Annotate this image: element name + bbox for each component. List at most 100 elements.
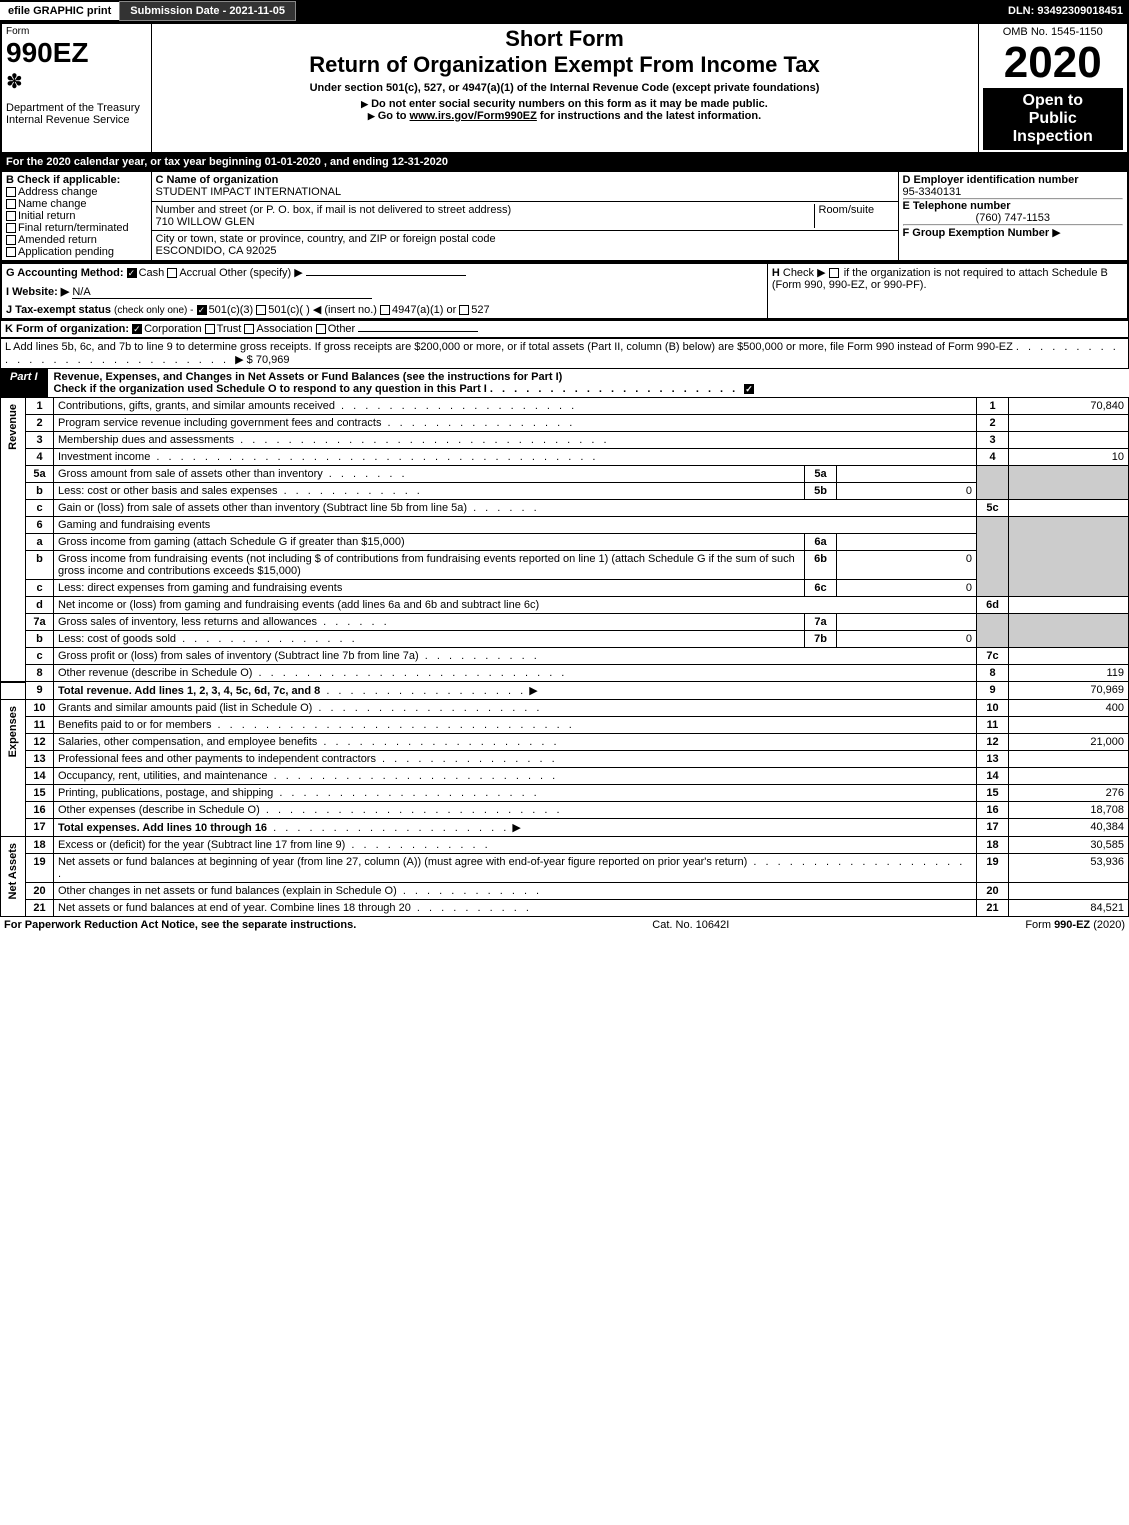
corp-label: Corporation — [144, 323, 201, 335]
line-14-text: Occupancy, rent, utilities, and maintena… — [54, 768, 977, 785]
checkbox-accrual[interactable] — [167, 268, 177, 278]
line-3-text: Membership dues and assessments . . . . … — [54, 432, 977, 449]
line-6b-subval: 0 — [837, 551, 977, 580]
line-21-text: Net assets or fund balances at end of ye… — [54, 900, 977, 917]
irs-link[interactable]: www.irs.gov/Form990EZ — [410, 110, 537, 122]
line-5a-text: Gross amount from sale of assets other t… — [54, 466, 805, 483]
open-line2: Public — [987, 110, 1120, 128]
opt-final-return: Final return/terminated — [18, 222, 129, 234]
line-9-num: 9 — [977, 682, 1009, 700]
line-5c-text: Gain or (loss) from sale of assets other… — [54, 500, 977, 517]
line-i-label: I Website: ▶ — [6, 286, 69, 298]
checkbox-address-change[interactable]: Address change — [6, 186, 147, 198]
checkbox-527[interactable] — [459, 305, 469, 315]
line-20-text: Other changes in net assets or fund bala… — [54, 883, 977, 900]
line-6-text: Gaming and fundraising events — [54, 517, 977, 534]
line-6a-subval — [837, 534, 977, 551]
line-3-no: 3 — [26, 432, 54, 449]
line-8-num: 8 — [977, 665, 1009, 682]
checkbox-amended-return[interactable]: Amended return — [6, 234, 147, 246]
form-header: Form 990EZ ✽ Department of the Treasury … — [0, 22, 1129, 154]
line-16-amount: 18,708 — [1009, 802, 1129, 819]
line-2-amount — [1009, 415, 1129, 432]
line-7b-no: b — [26, 631, 54, 648]
website-value: N/A — [72, 286, 372, 299]
footer-left: For Paperwork Reduction Act Notice, see … — [4, 919, 356, 931]
cash-label: Cash — [139, 267, 165, 279]
checkbox-initial-return[interactable]: Initial return — [6, 210, 147, 222]
line-21-num: 21 — [977, 900, 1009, 917]
main-title: Return of Organization Exempt From Incom… — [156, 52, 974, 78]
shade-5ab-amt — [1009, 466, 1129, 500]
line-2-no: 2 — [26, 415, 54, 432]
line-19-text: Net assets or fund balances at beginning… — [54, 854, 977, 883]
line-2-text: Program service revenue including govern… — [54, 415, 977, 432]
checkbox-name-change[interactable]: Name change — [6, 198, 147, 210]
line-6d-text: Net income or (loss) from gaming and fun… — [54, 597, 977, 614]
form-number: 990EZ — [6, 37, 147, 69]
checkbox-other-org[interactable] — [316, 324, 326, 334]
line-8-no: 8 — [26, 665, 54, 682]
line-6c-no: c — [26, 580, 54, 597]
line-7a-subval — [837, 614, 977, 631]
part-1-table: Revenue 1 Contributions, gifts, grants, … — [0, 397, 1129, 917]
checkbox-corporation[interactable] — [132, 324, 142, 334]
part-1-title: Revenue, Expenses, and Changes in Net As… — [54, 371, 563, 383]
checkbox-4947[interactable] — [380, 305, 390, 315]
dept-label: Department of the Treasury — [6, 102, 147, 114]
line-11-amount — [1009, 717, 1129, 734]
line-5a-subnum: 5a — [805, 466, 837, 483]
assoc-label: Association — [256, 323, 312, 335]
line-13-no: 13 — [26, 751, 54, 768]
line-6d-num: 6d — [977, 597, 1009, 614]
line-g-label: G Accounting Method: — [6, 267, 124, 279]
street-label: Number and street (or P. O. box, if mail… — [156, 204, 814, 216]
shade-7ab — [977, 614, 1009, 648]
box-d-label: D Employer identification number — [903, 174, 1124, 186]
line-3-num: 3 — [977, 432, 1009, 449]
line-6c-subval: 0 — [837, 580, 977, 597]
line-4-no: 4 — [26, 449, 54, 466]
line-7b-subnum: 7b — [805, 631, 837, 648]
line-9-no: 9 — [26, 682, 54, 700]
line-21-amount: 84,521 — [1009, 900, 1129, 917]
line-7c-no: c — [26, 648, 54, 665]
checkbox-association[interactable] — [244, 324, 254, 334]
treasury-seal-icon: ✽ — [6, 69, 147, 94]
line-19-amount: 53,936 — [1009, 854, 1129, 883]
line-10-no: 10 — [26, 700, 54, 717]
line-5c-amount — [1009, 500, 1129, 517]
checkbox-application-pending[interactable]: Application pending — [6, 246, 147, 258]
checkbox-schedule-o-part1[interactable] — [744, 384, 754, 394]
line-6b-subnum: 6b — [805, 551, 837, 580]
line-l-text: L Add lines 5b, 6c, and 7b to line 9 to … — [5, 341, 1013, 353]
line-7c-amount — [1009, 648, 1129, 665]
checkbox-501c-other[interactable] — [256, 305, 266, 315]
line-8-amount: 119 — [1009, 665, 1129, 682]
efile-print-button[interactable]: efile GRAPHIC print — [0, 2, 119, 20]
part-1-check-text: Check if the organization used Schedule … — [54, 383, 487, 395]
line-j-note: (check only one) - — [114, 305, 193, 316]
checkbox-schedule-b[interactable] — [829, 268, 839, 278]
org-info-block: B Check if applicable: Address change Na… — [0, 170, 1129, 262]
line-8-text: Other revenue (describe in Schedule O) .… — [54, 665, 977, 682]
line-3-amount — [1009, 432, 1129, 449]
checkbox-cash[interactable] — [127, 268, 137, 278]
trust-label: Trust — [217, 323, 242, 335]
line-18-text: Excess or (deficit) for the year (Subtra… — [54, 837, 977, 854]
other-specify-label: Other (specify) ▶ — [219, 267, 303, 279]
line-k-label: K Form of organization: — [5, 323, 129, 335]
footer-mid: Cat. No. 10642I — [652, 919, 729, 931]
form-word: Form — [6, 26, 147, 37]
org-name: STUDENT IMPACT INTERNATIONAL — [156, 186, 894, 198]
line-5b-text: Less: cost or other basis and sales expe… — [54, 483, 805, 500]
line-l-value: ▶ $ 70,969 — [235, 354, 289, 366]
line-1-no: 1 — [26, 398, 54, 415]
checkbox-final-return[interactable]: Final return/terminated — [6, 222, 147, 234]
checkbox-501c3[interactable] — [197, 305, 207, 315]
line-5b-subval: 0 — [837, 483, 977, 500]
line-4-text: Investment income . . . . . . . . . . . … — [54, 449, 977, 466]
checkbox-trust[interactable] — [205, 324, 215, 334]
line-20-no: 20 — [26, 883, 54, 900]
line-11-text: Benefits paid to or for members . . . . … — [54, 717, 977, 734]
